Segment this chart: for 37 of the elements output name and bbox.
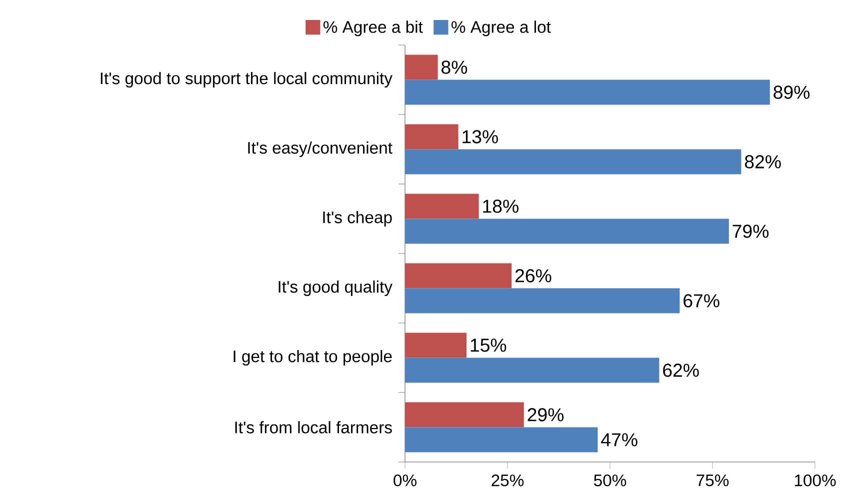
x-tick-label: 100% xyxy=(794,474,836,486)
y-tick-label: It's cheap xyxy=(323,210,392,227)
data-label: 89% xyxy=(774,86,810,99)
bar xyxy=(405,427,598,452)
bar xyxy=(405,124,458,150)
data-label: 8% xyxy=(442,60,468,74)
bar xyxy=(405,358,660,383)
bar xyxy=(405,218,729,244)
data-label: 18% xyxy=(483,200,518,213)
data-label: 26% xyxy=(515,269,552,282)
x-tick-label: 50% xyxy=(594,474,626,486)
bar xyxy=(405,54,438,80)
data-label: 79% xyxy=(732,224,769,238)
bar xyxy=(405,288,680,314)
data-label: 67% xyxy=(684,294,720,308)
bar xyxy=(405,194,479,219)
bar xyxy=(405,80,770,105)
data-label: 82% xyxy=(744,155,781,168)
bar xyxy=(405,263,512,288)
data-label: 62% xyxy=(663,364,699,377)
bar xyxy=(405,402,524,428)
x-tick-label: 75% xyxy=(696,474,729,486)
y-tick-label: I get to chat to people xyxy=(234,350,392,366)
legend-label: % Agree a lot xyxy=(452,20,551,36)
bar xyxy=(405,332,467,358)
x-tick-label: 0% xyxy=(394,474,416,486)
data-label: 13% xyxy=(462,130,498,144)
x-tick-label: 25% xyxy=(492,474,524,486)
data-label: 15% xyxy=(470,338,506,352)
legend-label: % Agree a bit xyxy=(323,20,423,36)
y-tick-label: It's easy/convenient xyxy=(248,141,392,158)
data-label: 29% xyxy=(528,408,564,422)
bar xyxy=(405,149,742,174)
y-tick-label: It's good quality xyxy=(278,280,392,296)
data-label: 47% xyxy=(601,433,638,446)
y-tick-label: It's from local farmers xyxy=(235,421,392,434)
y-tick-label: It's good to support the local community xyxy=(100,72,392,88)
